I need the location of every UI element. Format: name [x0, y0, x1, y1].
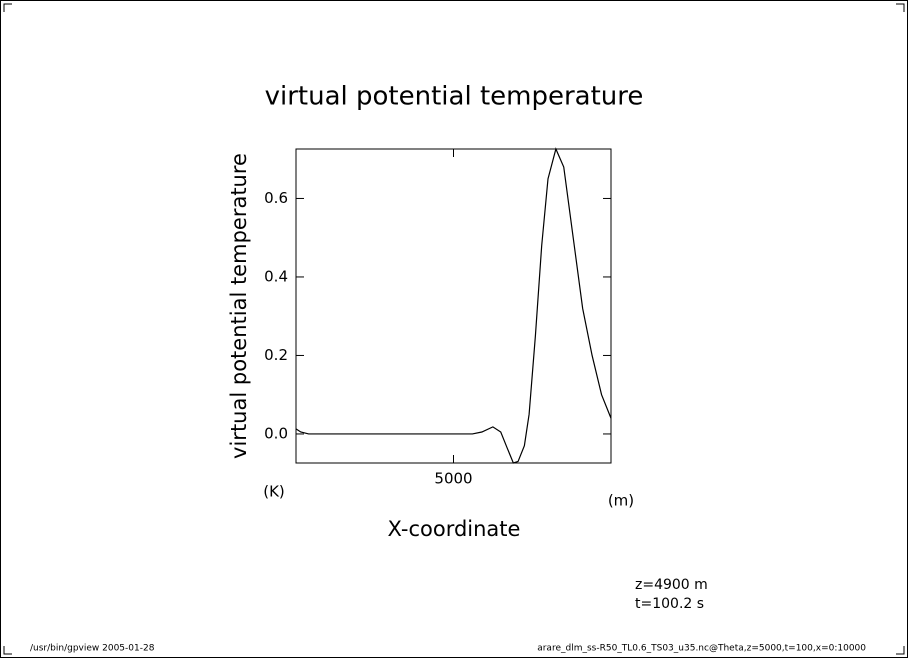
y-axis-unit: (K) [263, 483, 285, 501]
footer-right: arare_dlm_ss-R50_TL0.6_TS03_u35.nc@Theta… [537, 644, 866, 654]
annotation: t=100.2 s [635, 596, 704, 612]
y-tick-label: 0.0 [264, 424, 288, 442]
x-axis-unit: (m) [608, 492, 634, 510]
annotation: z=4900 m [635, 577, 708, 593]
y-tick-label: 0.2 [264, 346, 288, 364]
y-axis-label: virtual potential temperature [227, 153, 251, 459]
y-tick-label: 0.4 [264, 267, 288, 285]
y-tick-label: 0.6 [264, 189, 288, 207]
corner-marks [3, 3, 905, 655]
x-tick-label: 5000 [434, 470, 472, 488]
x-axis-label: X-coordinate [388, 517, 521, 541]
chart-title: virtual potential temperature [265, 82, 644, 112]
data-line [295, 147, 612, 464]
footer-left: /usr/bin/gpview 2005-01-28 [30, 644, 155, 654]
